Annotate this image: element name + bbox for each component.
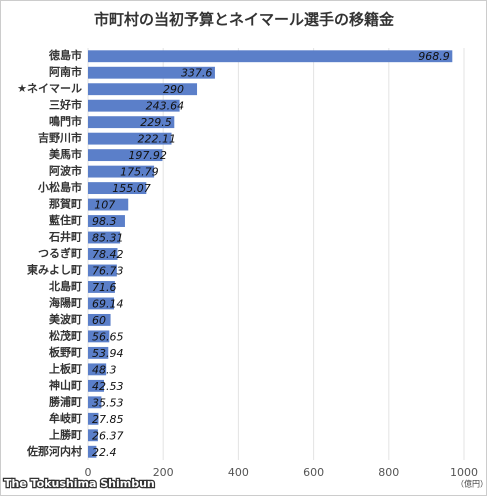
value-label: 22.4 [92, 446, 117, 459]
value-label: 35.53 [92, 396, 124, 409]
unit-label: （億円） [456, 479, 488, 489]
y-tick-label: 阿波市 [49, 164, 82, 178]
bar [88, 132, 172, 145]
y-tick-label: 海陽町 [49, 295, 82, 309]
x-tick-label: 400 [228, 466, 249, 479]
y-tick-label: 勝浦町 [49, 394, 82, 408]
y-tick-label: つるぎ町 [38, 246, 82, 260]
bar [88, 264, 117, 277]
bar [88, 231, 121, 244]
bar [88, 330, 110, 343]
bar [88, 99, 180, 112]
value-label: 71.6 [92, 281, 117, 294]
chart-title: 市町村の当初予算とネイマール選手の移籍金 [94, 11, 395, 29]
value-label: 60 [92, 314, 106, 327]
value-label: 56.65 [92, 330, 124, 343]
value-label: 968.9 [418, 50, 450, 63]
y-tick-label: 那賀町 [49, 197, 82, 211]
y-tick-label: 石井町 [48, 230, 82, 244]
y-tick-label: 佐那河内村 [26, 444, 82, 458]
bar [88, 346, 109, 359]
bar [88, 116, 175, 129]
y-tick-label: 鳴門市 [49, 114, 82, 128]
value-label: 98.3 [92, 215, 117, 228]
y-tick-label: 上勝町 [49, 427, 82, 441]
bar [88, 412, 99, 425]
bar [88, 149, 163, 162]
value-label: 337.6 [181, 67, 213, 80]
value-label: 26.37 [92, 429, 124, 442]
bar [88, 429, 98, 442]
x-tick-label: 0 [85, 466, 92, 479]
y-tick-label: 東みよし町 [27, 262, 82, 276]
y-tick-label: ★ネイマール [17, 82, 82, 95]
y-tick-label: 三好市 [49, 98, 82, 112]
bar [88, 198, 129, 211]
value-label: 175.79 [120, 166, 159, 179]
value-label: 107 [94, 199, 115, 212]
y-tick-label: 徳島市 [48, 48, 82, 62]
y-tick-label: 阿南市 [49, 65, 82, 79]
x-tick-label: 200 [153, 466, 174, 479]
value-label: 53.94 [92, 347, 124, 360]
x-tick-label: 1000 [450, 466, 478, 479]
bar [88, 396, 102, 409]
y-tick-label: 美馬市 [49, 147, 82, 161]
bar [88, 297, 114, 310]
bar [88, 445, 97, 458]
y-tick-label: 小松島市 [37, 180, 82, 194]
value-label: 229.5 [140, 116, 172, 129]
value-label: 78.42 [92, 248, 124, 261]
value-label: 243.64 [146, 100, 185, 113]
bar [88, 182, 147, 195]
value-label: 76.73 [92, 264, 124, 277]
y-tick-label: 美波町 [49, 312, 82, 326]
y-tick-label: 藍住町 [49, 213, 82, 227]
y-tick-label: 牟岐町 [49, 411, 82, 425]
value-label: 85.31 [92, 232, 124, 245]
value-label: 197.92 [128, 149, 167, 162]
value-label: 42.53 [92, 380, 124, 393]
bar [88, 165, 155, 178]
x-tick-label: 800 [378, 466, 399, 479]
x-tick-label: 600 [303, 466, 324, 479]
value-label: 290 [163, 83, 184, 96]
value-label: 222.11 [138, 133, 177, 146]
bar [88, 248, 118, 260]
value-label: 27.85 [92, 413, 124, 426]
bar [88, 50, 453, 63]
value-label: 155.07 [112, 182, 151, 195]
value-label: 69.14 [92, 297, 124, 310]
y-tick-label: 神山町 [49, 378, 82, 392]
source: The Tokushima Shimbun [4, 477, 155, 490]
bar [88, 281, 115, 293]
y-tick-label: 北島町 [49, 279, 82, 293]
y-tick-label: 板野町 [49, 345, 82, 359]
y-tick-label: 松茂町 [49, 328, 82, 342]
bar [88, 313, 111, 326]
y-tick-label: 吉野川市 [38, 131, 82, 145]
bar [88, 66, 215, 79]
bar [88, 215, 125, 227]
y-tick-label: 上板町 [49, 361, 82, 375]
frame [0, 0, 487, 496]
bar [88, 83, 198, 96]
bar [88, 379, 104, 392]
value-label: 48.3 [92, 363, 117, 376]
bar [88, 363, 107, 376]
